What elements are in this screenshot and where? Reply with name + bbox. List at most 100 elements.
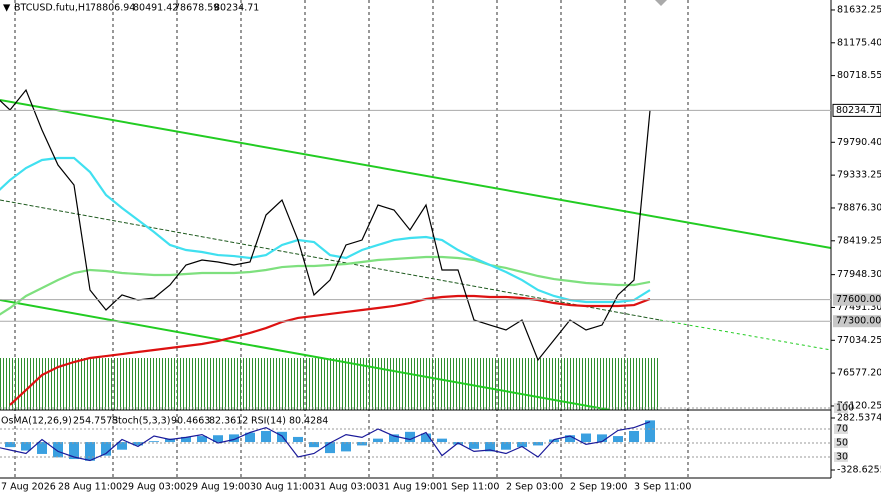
x-tick-label: 30 Aug 11:00 [250,482,314,493]
price-label: 80234.71 [836,105,881,116]
x-tick-label: 29 Aug 03:00 [122,482,186,493]
osma-bar [21,442,31,451]
osma-bar [405,431,415,443]
osma-bar [149,441,159,443]
osma-bar [645,420,655,443]
open: 78806.94 [90,3,135,14]
rsi-tick-box [834,452,848,462]
indicator-name: OsMA(12,26,9) [1,416,72,427]
series-line [0,88,651,362]
shift-marker [655,0,667,6]
osma-bar [229,434,239,443]
series-line [9,294,651,406]
x-tick-label: 2 Sep 19:00 [570,482,627,493]
x-tick-label: 2 Sep 03:00 [506,482,563,493]
rsi-tick-label: 30 [836,452,848,463]
rsi-line [0,421,651,462]
indicator-name: RSI(14) [251,416,286,427]
x-tick-label: 31 Aug 03:00 [314,482,378,493]
osma-bar [309,442,319,448]
osma-bar [437,438,447,443]
osma-bar [133,442,143,446]
osma-bar [389,434,399,443]
osma-bar [357,442,367,446]
price-label-box [833,293,881,306]
osma-bar [565,435,575,443]
plot [0,88,651,406]
osma-bar [533,442,543,446]
osma-bar [37,442,47,454]
osma-bar [613,436,623,443]
series-line [0,255,651,316]
x-tick-label: 29 Aug 19:00 [186,482,250,493]
rsi-tick-box [834,424,848,434]
y-tick-label: 78876.30 [837,202,881,213]
y-tick-label: 80718.55 [837,70,881,81]
osma-bar [501,442,511,450]
high: 80491.42 [133,3,178,14]
y-tick-label: 77491.30 [837,302,881,313]
osma-bar [245,432,255,443]
indicator-value: 254.7573 [73,416,118,427]
price-label: 77600.00 [836,294,881,305]
osma-tick-label: -328.6255 [837,465,881,476]
price-label-box [832,103,881,117]
price-label-box [833,315,881,328]
indicator-value: 90.4663 [171,416,210,427]
x-tick-label: 28 Aug 11:00 [58,482,122,493]
rsi-tick-box [834,438,848,448]
osma-bar [197,436,207,443]
osma-bar [485,442,495,452]
y-tick-label: 77034.25 [837,335,881,346]
close: 80234.71 [214,3,259,14]
osma-bar [421,433,431,443]
osma-bar [341,442,351,452]
x-tick-label: 3 Sep 11:00 [634,482,691,493]
osma-bar [181,436,191,443]
y-tick-label: 79333.25 [837,170,881,181]
x-tick-label: 1 Sep 11:00 [442,482,499,493]
y-tick-label: 79790.40 [837,137,881,148]
osma-bar [101,442,111,456]
volume-histogram [0,358,660,410]
x-tick-label: 7 Aug 2026 [1,482,56,493]
rsi-tick-label: 50 [836,438,848,449]
y-tick-label: 76120.25 [837,400,881,411]
osma-bar [597,434,607,443]
collapse-icon[interactable]: ▼ [3,3,11,14]
osma-bar [5,442,15,448]
rsi-tick-label: 100 [836,403,854,414]
osma-bar [85,442,95,461]
y-tick-label: 76577.20 [837,368,881,379]
y-tick-label: 77948.30 [837,269,881,280]
osma-bar [469,442,479,449]
osma-bar [213,435,223,443]
osma-bar [517,442,527,448]
rsi-tick-label: 70 [836,424,848,435]
osma-bar [117,442,127,450]
osma-bar [549,439,559,443]
symbol: BTCUSD.futu,H1 [14,3,91,14]
osma-bar [581,433,591,443]
indicator-value: 80.4284 [289,416,328,427]
osma-bar [53,442,63,458]
price-label: 77300.00 [836,316,881,327]
y-tick-label: 81632.25 [837,4,881,15]
osma-tick-label: 282.5374 [837,413,881,424]
indicator-name: Stoch(5,3,3) [112,416,170,427]
y-tick-label: 78419.25 [837,235,881,246]
low: 78678.59 [174,3,219,14]
osma-bar [293,436,303,443]
osma-bar [69,442,79,460]
x-tick-label: 31 Aug 19:00 [378,482,442,493]
osma-bar [261,430,271,443]
series-line [0,156,651,304]
osma-bar [165,438,175,443]
rsi-tick-box [834,403,848,413]
indicator-value: 82.3612 [209,416,248,427]
y-tick-label: 81175.40 [837,37,881,48]
osma-bar [373,438,383,443]
osma-bar [325,442,335,454]
